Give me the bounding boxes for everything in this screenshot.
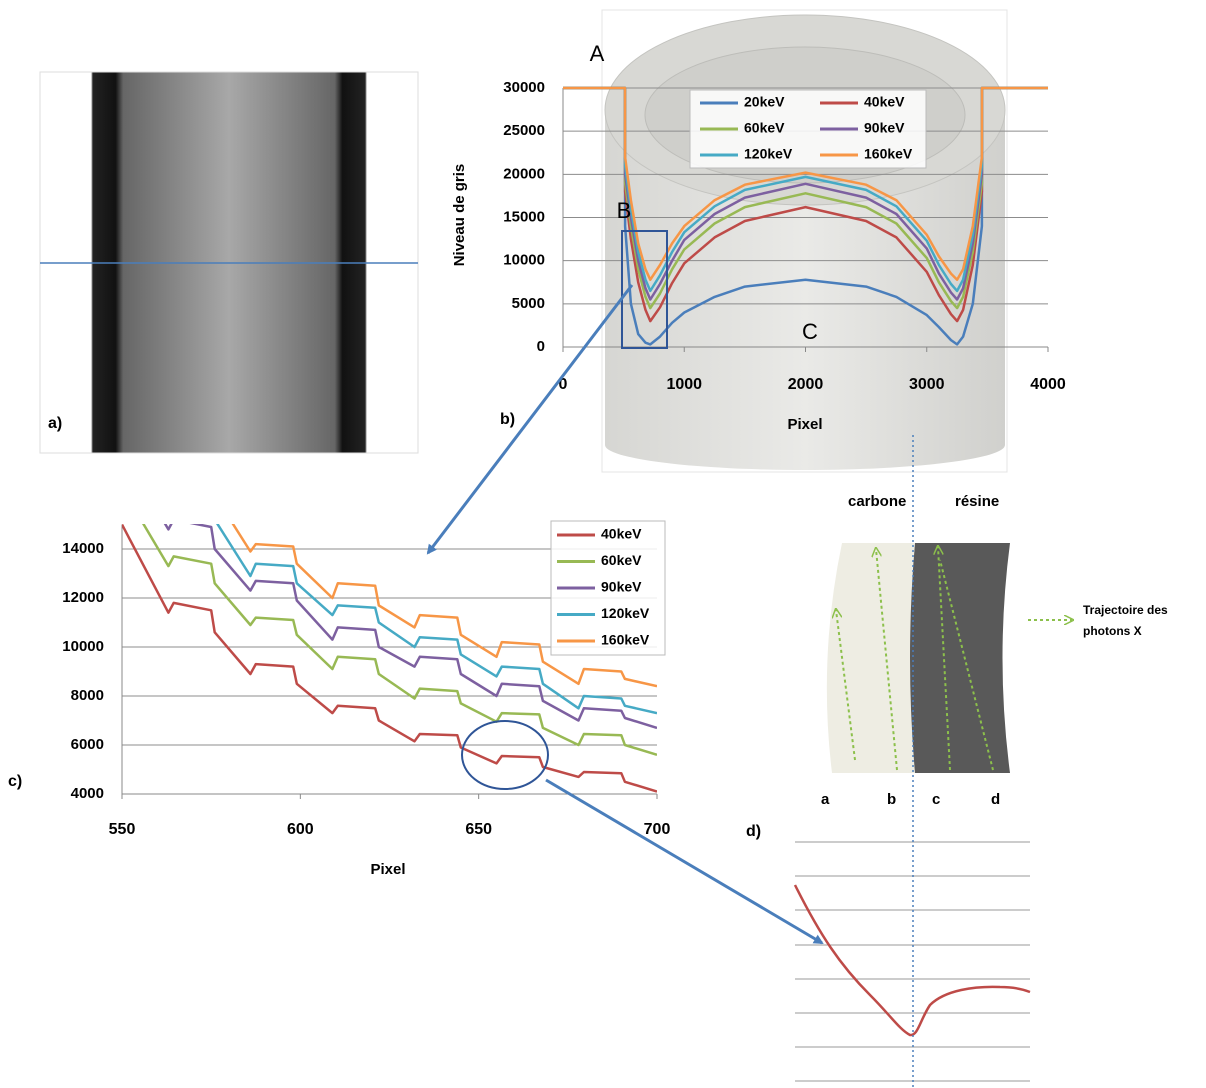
x-tick-label: 650: [465, 821, 492, 838]
legend-label: 120keV: [601, 605, 650, 621]
x-tick-label: 700: [644, 821, 671, 838]
y-tick-label: 10000: [503, 252, 545, 269]
position-label: c: [932, 791, 940, 808]
series-line: [563, 86, 1048, 301]
annotation: B: [617, 198, 632, 223]
x-tick-label: 1000: [666, 376, 702, 393]
series-line: [563, 86, 1048, 323]
zoom-box: [621, 230, 668, 349]
trajectory-legend: photons X: [1083, 624, 1142, 638]
y-tick-label: 8000: [71, 687, 104, 704]
annotation: A: [590, 41, 605, 66]
series-line: [563, 86, 1048, 346]
x-tick-label: 3000: [909, 376, 945, 393]
legend-label: 160keV: [601, 632, 650, 648]
legend-label: 90keV: [601, 579, 642, 595]
panel-label: b): [500, 411, 515, 428]
position-label: a: [821, 791, 830, 808]
series-line: [141, 524, 657, 756]
y-tick-label: 30000: [503, 79, 545, 96]
legend-label: 120keV: [744, 146, 793, 162]
series-line: [563, 86, 1048, 281]
material-label: résine: [955, 493, 999, 510]
legend-label: 60keV: [601, 552, 642, 568]
series-line: [163, 524, 657, 730]
legend-label: 20keV: [744, 94, 785, 110]
y-tick-label: 6000: [71, 736, 104, 753]
y-tick-label: 15000: [503, 208, 545, 225]
x-tick-label: 0: [559, 376, 568, 393]
position-label: d: [991, 791, 1000, 808]
charts: 0 5000 10000 15000 20000 25000 30000 0 1000 2000 3…: [62, 41, 1066, 878]
x-axis-title: Pixel: [787, 416, 822, 433]
position-label: b: [887, 791, 896, 808]
x-tick-label: 2000: [788, 376, 824, 393]
legend-label: 40keV: [601, 526, 642, 542]
series-line: [122, 524, 657, 793]
annotation: C: [802, 319, 818, 344]
y-tick-label: 25000: [503, 122, 545, 139]
panel-label: d): [746, 823, 761, 840]
cylinder-illustration: [601, 9, 1008, 473]
series-line: [216, 524, 657, 715]
legend-label: 40keV: [864, 94, 905, 110]
y-tick-label: 4000: [71, 785, 104, 802]
x-tick-label: 4000: [1030, 376, 1066, 393]
series-line: [231, 524, 657, 688]
series-line: [563, 86, 1048, 293]
material-label: carbone: [848, 493, 906, 510]
x-tick-label: 600: [287, 821, 314, 838]
legend-label: 60keV: [744, 120, 785, 136]
y-tick-label: 0: [537, 338, 545, 355]
panel-label: a): [48, 415, 62, 432]
y-tick-label: 12000: [62, 589, 104, 606]
x-tick-label: 550: [109, 821, 136, 838]
legend-label: 160keV: [864, 146, 913, 162]
plot-area: [563, 86, 1048, 346]
y-tick-label: 10000: [62, 638, 104, 655]
material-diagram: [826, 543, 1072, 773]
y-tick-label: 5000: [512, 295, 545, 312]
trajectory-legend: Trajectoire des: [1083, 603, 1168, 617]
zoom-arrow: [426, 284, 634, 555]
zoom-arrow: [545, 778, 824, 945]
x-axis-title: Pixel: [370, 861, 405, 878]
y-tick-label: 20000: [503, 165, 545, 182]
zoom-ellipse: [461, 720, 549, 790]
plot-area: [122, 524, 657, 793]
panel-label: c): [8, 773, 22, 790]
legend-label: 90keV: [864, 120, 905, 136]
series-line: [563, 86, 1048, 310]
y-tick-label: 14000: [62, 540, 104, 557]
y-axis-title: Niveau de gris: [451, 164, 468, 267]
